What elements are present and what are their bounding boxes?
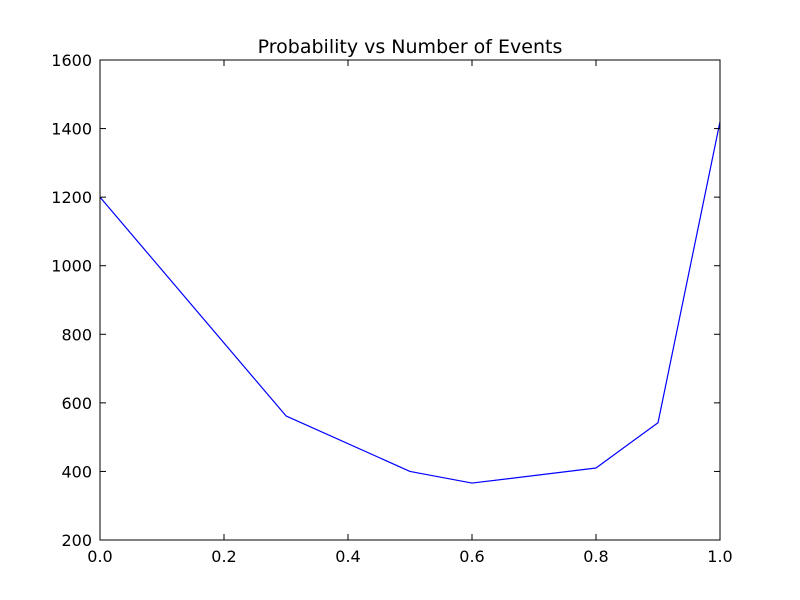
- y-tick-label: 1000: [51, 257, 92, 276]
- x-tick-label: 0.4: [335, 547, 360, 566]
- plot-area: 0.0 0.2 0.4 0.6 0.8 1.0 200 400 600 800 1000 1200 14…: [51, 51, 732, 566]
- x-tick-label: 0.0: [87, 547, 112, 566]
- y-tick-label: 600: [61, 394, 92, 413]
- x-tick-label: 1.0: [707, 547, 732, 566]
- axes-frame: [99, 59, 721, 541]
- y-tick-label: 800: [61, 325, 92, 344]
- y-tick-label: 1200: [51, 188, 92, 207]
- y-tick-label: 200: [61, 531, 92, 550]
- series-line-0: [99, 121, 721, 484]
- chart-title: Probability vs Number of Events: [258, 36, 563, 58]
- y-tick-label: 1400: [51, 120, 92, 139]
- y-tick-label: 400: [61, 462, 92, 481]
- y-tick-label: 1600: [51, 51, 92, 70]
- x-tick-label: 0.8: [583, 547, 608, 566]
- x-tick-label: 0.6: [459, 547, 484, 566]
- x-tick-label: 0.2: [211, 547, 236, 566]
